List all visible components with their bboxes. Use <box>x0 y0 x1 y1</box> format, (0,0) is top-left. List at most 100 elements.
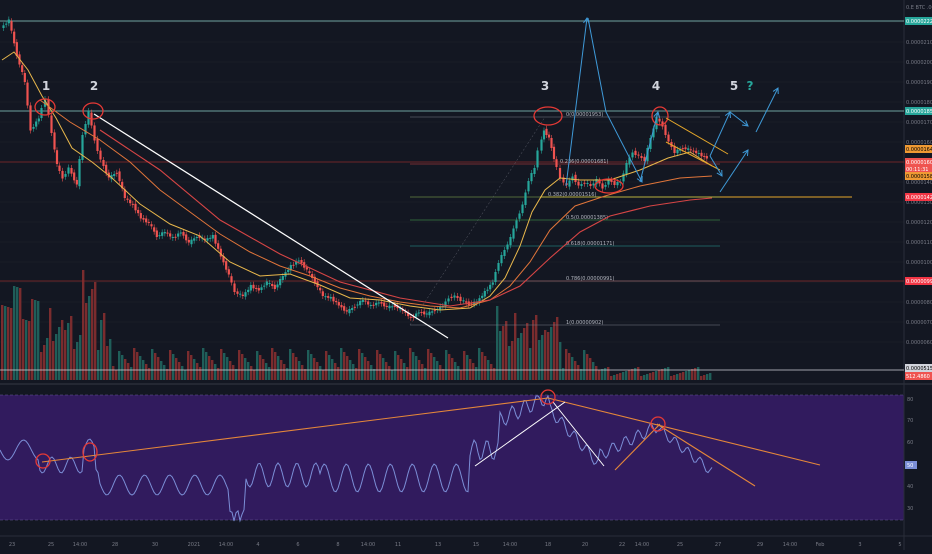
candle-body <box>21 65 24 72</box>
rsi-scale[interactable]: 80706050403050 <box>905 397 917 512</box>
volume-bar <box>310 354 313 380</box>
price-badge-label: 00:11:31 <box>906 167 928 173</box>
price-badge-label: 0.00000999 <box>906 279 932 285</box>
volume-bar <box>256 351 259 380</box>
volume-bar <box>268 367 271 380</box>
candle-body <box>453 295 456 298</box>
candle-body <box>552 146 556 159</box>
volume-bar <box>388 366 391 380</box>
volume-bar <box>604 368 607 380</box>
candle-body <box>249 285 252 291</box>
volume-bar <box>166 369 169 380</box>
candle-body <box>412 316 415 318</box>
fib-level-label: 0.618(0.00001171) <box>566 241 614 247</box>
candle-body <box>631 152 634 158</box>
candle-body <box>483 291 486 297</box>
candle-body <box>305 267 308 270</box>
candle-body <box>169 233 172 237</box>
fib-level-label: 0.5(0.00001385) <box>566 215 608 221</box>
volume-bar <box>634 368 637 380</box>
candle-body <box>491 282 494 285</box>
candle-body <box>574 174 577 182</box>
volume-bar <box>253 370 256 380</box>
volume-bar <box>643 375 646 380</box>
candle-body <box>607 179 610 185</box>
volume-bar <box>193 359 196 380</box>
candle-body <box>595 179 598 185</box>
fib-level-label: 0.382(0.00001516) <box>548 192 596 198</box>
candle-body <box>102 160 105 166</box>
candle-body <box>214 234 217 244</box>
volume-bar <box>190 355 193 380</box>
volume-bar <box>658 370 661 380</box>
volume-bar <box>565 349 568 380</box>
volume-bar <box>148 368 151 380</box>
highlight-circle <box>34 98 56 116</box>
candle-body <box>577 181 580 186</box>
volume-bar <box>493 368 496 380</box>
volume-bar <box>700 376 703 380</box>
volume-bar <box>10 308 13 380</box>
time-axis[interactable]: 23 25 14:00 28 30 2021 14:00 4 6 8 14:00 11 13 15 14:0… <box>9 542 902 548</box>
volume-bar <box>517 338 520 380</box>
rsi-current-badge <box>905 461 917 469</box>
candle-body <box>700 152 703 157</box>
candle-body <box>222 256 225 263</box>
candle-body <box>195 237 198 238</box>
rsi-trend-line <box>41 397 549 463</box>
volume-bar <box>544 330 547 380</box>
candle-body <box>521 204 524 214</box>
candle-body <box>604 185 607 187</box>
volume-bar <box>670 376 673 380</box>
volume-bar <box>697 367 700 380</box>
candle-body <box>2 25 5 28</box>
candle-body <box>420 312 423 313</box>
volume-bar <box>412 352 415 380</box>
candle-body <box>489 284 492 290</box>
candle-body <box>163 232 166 234</box>
volume-bar <box>529 348 532 380</box>
candle-body <box>583 182 586 184</box>
volume-bar <box>28 321 31 380</box>
candle-body <box>40 108 43 118</box>
candle-body <box>643 156 646 161</box>
trend-drawings[interactable] <box>34 16 779 339</box>
candle-body <box>359 301 362 306</box>
candle-body <box>503 250 506 256</box>
volume-bar <box>532 320 535 380</box>
volume-bar <box>391 370 394 380</box>
candle-body <box>540 139 543 151</box>
fibonacci-retracement[interactable]: 0(0.00001953) 0.236(0.00001681) 0.382(0.00… <box>409 112 720 326</box>
volume-bar <box>331 359 334 380</box>
candle-body <box>271 284 274 286</box>
volume-bar <box>394 351 397 380</box>
volume-bar <box>460 370 463 380</box>
rsi-tick-label: 80 <box>907 397 913 403</box>
symbol-label: 0.E BTC .00 <box>906 5 932 11</box>
candle-body <box>93 125 96 141</box>
candle-body <box>530 173 533 182</box>
volume-bar <box>226 357 229 380</box>
highlight-circle <box>533 106 563 126</box>
volume-bar <box>61 320 64 380</box>
candle-body <box>450 296 453 298</box>
candle-body <box>247 289 250 293</box>
volume-bar <box>244 358 247 380</box>
candle-body <box>695 150 698 154</box>
candle-body <box>361 300 364 302</box>
projection-arrow-head <box>653 110 660 118</box>
projection-arrow <box>729 111 749 127</box>
volume-bar <box>76 342 79 380</box>
price-scale[interactable]: 0.000022000.000021000.000020000.00001900… <box>905 5 932 380</box>
candle-body <box>692 150 695 152</box>
candle-body <box>367 301 370 305</box>
volume-bar <box>325 351 328 380</box>
candle-body <box>705 156 708 159</box>
candle-body <box>206 238 209 241</box>
candle-body <box>137 209 140 214</box>
volume-bar <box>334 363 337 380</box>
volume-bar <box>277 356 280 380</box>
